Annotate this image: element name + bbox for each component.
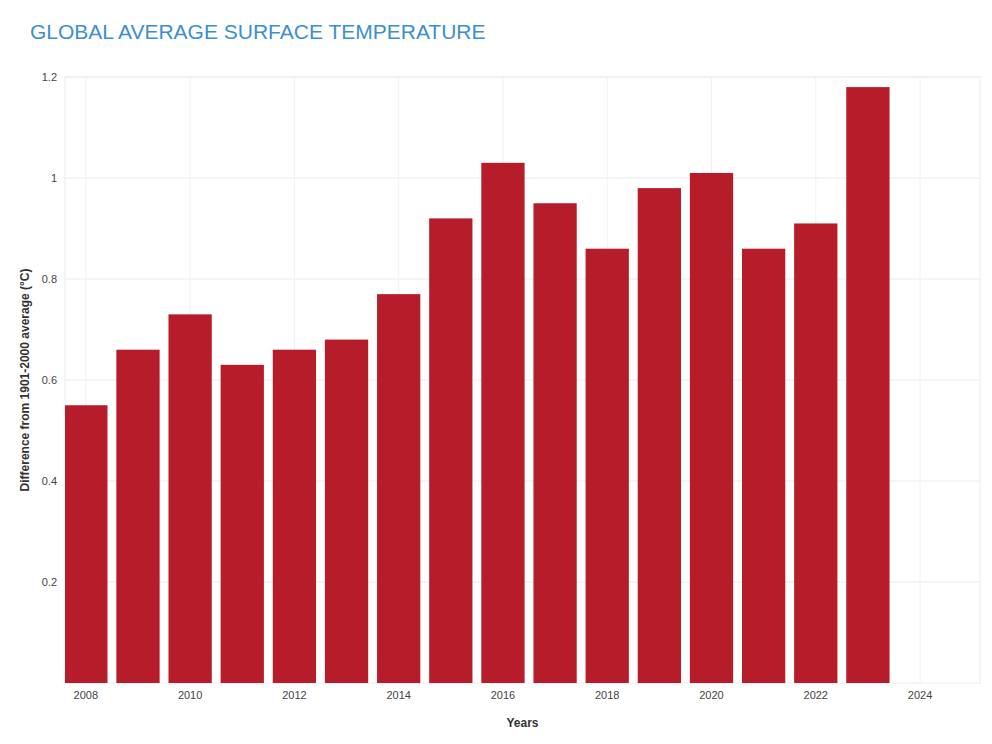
bar [221, 365, 264, 683]
bars [65, 87, 890, 683]
x-axis-label: Years [506, 716, 538, 730]
plot-frame [65, 77, 980, 683]
x-tick-label: 2012 [282, 689, 306, 701]
bar [116, 350, 159, 683]
x-tick-label: 2016 [491, 689, 515, 701]
x-tick-label: 2022 [804, 689, 828, 701]
bar [846, 87, 889, 683]
bar [533, 203, 576, 683]
x-tick-label: 2008 [74, 689, 98, 701]
chart-svg: 0.2 0.4 0.6 0.8 1 1.2 2008 2010 2012 2014 2016 2018… [0, 0, 992, 744]
bar [586, 249, 629, 683]
bar [273, 350, 316, 683]
y-tick-label: 1.2 [42, 71, 57, 83]
x-tick-label: 2018 [595, 689, 619, 701]
chart-container: 0.2 0.4 0.6 0.8 1 1.2 2008 2010 2012 2014 2016 2018… [0, 0, 992, 744]
x-tick-label: 2024 [908, 689, 932, 701]
y-tick-label: 1 [51, 172, 57, 184]
y-tick-label: 0.8 [42, 273, 57, 285]
bar [481, 163, 524, 683]
chart-title: GLOBAL AVERAGE SURFACE TEMPERATURE [30, 20, 486, 43]
y-axis-label: Difference from 1901-2000 average (°C) [18, 269, 32, 492]
y-tick-label: 0.4 [42, 475, 57, 487]
bar [65, 405, 107, 683]
bar [794, 223, 837, 683]
y-tick-label: 0.6 [42, 374, 57, 386]
y-tick-label: 0.2 [42, 576, 57, 588]
x-tick-label: 2010 [178, 689, 202, 701]
x-tick-label: 2014 [386, 689, 410, 701]
bar [429, 218, 472, 683]
bar [742, 249, 785, 683]
bar [690, 173, 733, 683]
bar [638, 188, 681, 683]
x-grid-line [920, 77, 921, 683]
bar [377, 294, 420, 683]
bar [325, 340, 368, 683]
x-tick-label: 2020 [699, 689, 723, 701]
bar [168, 314, 211, 683]
